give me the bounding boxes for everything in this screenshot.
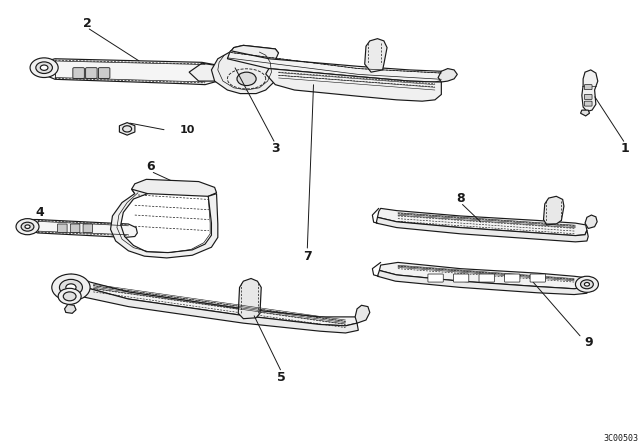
Polygon shape bbox=[580, 110, 589, 116]
Polygon shape bbox=[380, 263, 587, 289]
FancyBboxPatch shape bbox=[83, 224, 93, 233]
Circle shape bbox=[52, 274, 90, 301]
Polygon shape bbox=[266, 69, 442, 101]
Polygon shape bbox=[438, 69, 458, 82]
Polygon shape bbox=[238, 279, 261, 319]
Circle shape bbox=[66, 284, 76, 291]
Polygon shape bbox=[355, 305, 370, 323]
FancyBboxPatch shape bbox=[70, 224, 80, 233]
Circle shape bbox=[40, 65, 48, 70]
Circle shape bbox=[21, 222, 34, 231]
FancyBboxPatch shape bbox=[479, 274, 494, 282]
Text: 10: 10 bbox=[179, 125, 195, 135]
Text: 1: 1 bbox=[621, 142, 630, 155]
FancyBboxPatch shape bbox=[584, 85, 592, 90]
Polygon shape bbox=[25, 220, 138, 237]
FancyBboxPatch shape bbox=[584, 101, 592, 106]
Circle shape bbox=[584, 283, 589, 286]
Circle shape bbox=[575, 276, 598, 293]
FancyBboxPatch shape bbox=[504, 274, 520, 282]
Polygon shape bbox=[211, 45, 278, 94]
Text: 3: 3 bbox=[271, 142, 280, 155]
Polygon shape bbox=[585, 215, 597, 228]
Polygon shape bbox=[132, 179, 216, 196]
Polygon shape bbox=[111, 189, 218, 258]
FancyBboxPatch shape bbox=[454, 274, 468, 282]
Circle shape bbox=[60, 280, 83, 296]
FancyBboxPatch shape bbox=[99, 68, 110, 78]
Circle shape bbox=[58, 289, 81, 304]
FancyBboxPatch shape bbox=[86, 68, 97, 78]
Polygon shape bbox=[230, 45, 278, 55]
Polygon shape bbox=[227, 51, 447, 82]
Text: 9: 9 bbox=[584, 336, 593, 349]
Text: 2: 2 bbox=[83, 17, 92, 30]
Text: 6: 6 bbox=[147, 160, 155, 173]
Polygon shape bbox=[378, 271, 588, 295]
FancyBboxPatch shape bbox=[584, 95, 592, 99]
Polygon shape bbox=[120, 123, 135, 135]
Polygon shape bbox=[376, 217, 588, 242]
Polygon shape bbox=[70, 274, 357, 326]
Text: 4: 4 bbox=[36, 207, 45, 220]
Circle shape bbox=[580, 280, 593, 289]
Text: 5: 5 bbox=[277, 371, 286, 384]
Polygon shape bbox=[41, 59, 220, 85]
Polygon shape bbox=[582, 70, 598, 112]
Text: 8: 8 bbox=[456, 192, 465, 205]
FancyBboxPatch shape bbox=[530, 274, 545, 282]
Circle shape bbox=[16, 219, 39, 235]
Polygon shape bbox=[378, 208, 587, 236]
FancyBboxPatch shape bbox=[428, 274, 444, 282]
Text: 7: 7 bbox=[303, 250, 312, 263]
Polygon shape bbox=[68, 282, 358, 333]
Circle shape bbox=[30, 58, 58, 78]
Circle shape bbox=[25, 225, 30, 228]
Circle shape bbox=[36, 62, 52, 73]
Polygon shape bbox=[65, 304, 76, 313]
Polygon shape bbox=[365, 39, 387, 72]
Text: 3C00503: 3C00503 bbox=[603, 434, 638, 443]
Polygon shape bbox=[543, 196, 564, 225]
FancyBboxPatch shape bbox=[73, 68, 84, 78]
Circle shape bbox=[237, 72, 256, 86]
Circle shape bbox=[63, 292, 76, 301]
Polygon shape bbox=[189, 63, 220, 81]
FancyBboxPatch shape bbox=[58, 224, 67, 233]
